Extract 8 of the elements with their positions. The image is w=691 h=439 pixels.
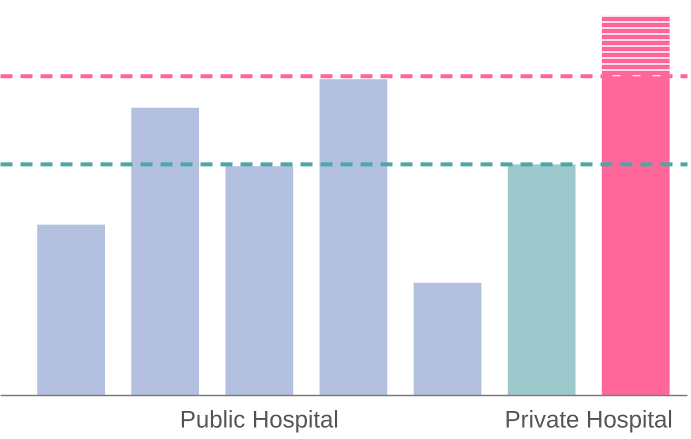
bar xyxy=(508,164,576,396)
bar xyxy=(37,224,105,396)
bar xyxy=(131,108,200,396)
bar xyxy=(414,282,482,396)
text: Private Hospital xyxy=(504,406,673,434)
bar xyxy=(225,166,294,396)
bar xyxy=(320,79,388,396)
text: Public Hospital xyxy=(180,406,339,434)
